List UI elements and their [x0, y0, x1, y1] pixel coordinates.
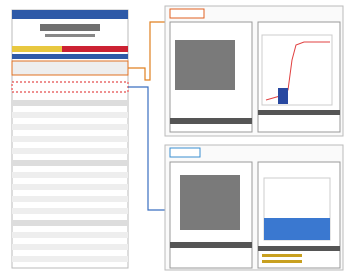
- connector: [128, 87, 165, 210]
- panel-tab: [170, 148, 200, 157]
- subtitle-block: [45, 34, 95, 37]
- fill-area: [264, 218, 330, 240]
- footer-bar: [258, 246, 340, 251]
- list-row[interactable]: [12, 100, 128, 106]
- highlight-row[interactable]: [12, 61, 128, 75]
- header-bar: [12, 10, 128, 19]
- list-row[interactable]: [12, 148, 128, 154]
- legend-row: [262, 260, 302, 263]
- bottom-right-panel: [165, 145, 343, 270]
- plot-area: [262, 35, 332, 105]
- list-row[interactable]: [12, 136, 128, 142]
- blue-bar: [12, 54, 128, 59]
- selected-row[interactable]: [12, 82, 128, 92]
- screenshot: [0, 0, 345, 272]
- image-area: [175, 40, 235, 90]
- yellow-bar: [12, 46, 62, 52]
- footer-bar: [258, 110, 340, 115]
- title-block: [40, 24, 100, 31]
- list-row[interactable]: [12, 184, 128, 190]
- footer-bar: [170, 118, 252, 124]
- list-row[interactable]: [12, 172, 128, 178]
- left-panel: [12, 10, 128, 268]
- list-row[interactable]: [12, 112, 128, 118]
- footer-bar: [170, 242, 252, 248]
- list-row[interactable]: [12, 256, 128, 262]
- image-area: [180, 175, 240, 230]
- histogram-block: [278, 88, 288, 104]
- list-row[interactable]: [12, 244, 128, 250]
- list-row[interactable]: [12, 124, 128, 130]
- legend-row: [262, 254, 302, 257]
- list-row[interactable]: [12, 232, 128, 238]
- list-row[interactable]: [12, 220, 128, 226]
- list-row[interactable]: [12, 160, 128, 166]
- top-right-panel: [165, 6, 343, 136]
- connector: [128, 22, 165, 80]
- list-row[interactable]: [12, 208, 128, 214]
- list-row[interactable]: [12, 196, 128, 202]
- panel-tab: [170, 9, 204, 18]
